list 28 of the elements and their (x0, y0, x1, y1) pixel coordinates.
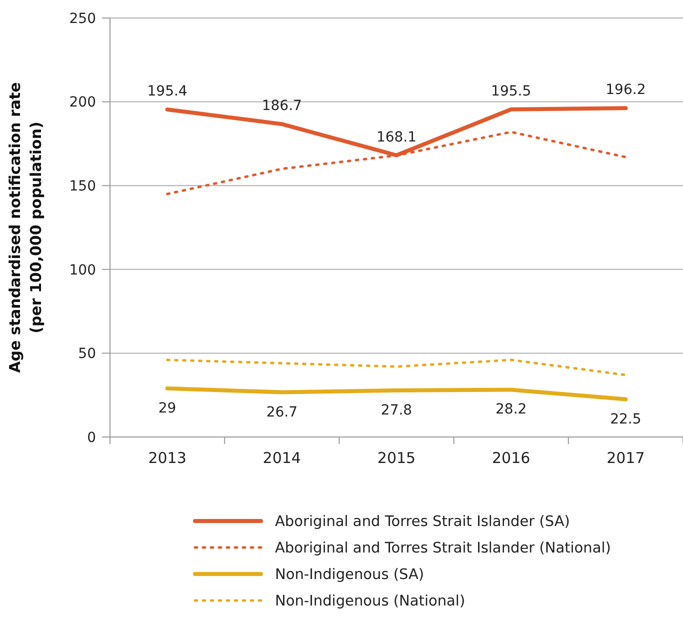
data-label: 195.5 (491, 83, 532, 100)
line-series (165, 386, 628, 402)
data-label: 29 (158, 400, 176, 416)
data-label: 22.5 (610, 411, 642, 428)
data-label: 196.2 (606, 82, 646, 98)
y-tick-label: 150 (69, 178, 96, 194)
legend-label: Aboriginal and Torres Strait Islander (National) (275, 540, 611, 557)
y-tick-label: 0 (87, 430, 96, 446)
legend-label: Non-Indigenous (National) (275, 594, 466, 610)
data-label: 195.4 (147, 84, 188, 100)
data-label: 28.2 (496, 402, 527, 418)
y-tick-label: 200 (69, 94, 96, 111)
y-tick-label: 50 (78, 346, 96, 362)
y-axis-title: Age standardised notification rate (per 100,000 population) (6, 82, 45, 373)
x-tick-label: 2014 (262, 449, 301, 467)
legend-label: Aboriginal and Torres Strait Islander (SA) (275, 514, 570, 530)
x-tick-label: 2013 (148, 449, 186, 467)
data-label: 27.8 (380, 402, 412, 418)
x-tick-label: 2017 (606, 449, 645, 467)
line-series (166, 358, 627, 376)
legend-label: Non-Indigenous (SA) (275, 567, 424, 584)
y-tick-label: 100 (69, 262, 96, 278)
data-label: 168.1 (376, 129, 417, 146)
data-label: 186.7 (262, 98, 302, 114)
x-tick-label: 2016 (492, 449, 530, 467)
y-tick-label: 250 (69, 10, 96, 27)
x-tick-label: 2015 (377, 449, 416, 467)
data-label: 26.7 (266, 404, 298, 420)
